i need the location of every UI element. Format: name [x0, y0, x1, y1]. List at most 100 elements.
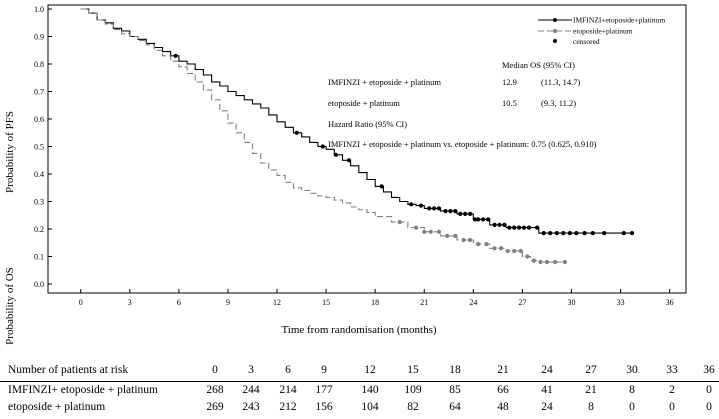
censor-marker	[521, 225, 527, 230]
censor-marker	[553, 259, 558, 265]
risk-count: 48	[497, 401, 509, 413]
risk-time: 12	[364, 364, 376, 376]
censor-marker	[436, 206, 442, 211]
series-line-ep	[80, 8, 565, 263]
risk-count: 21	[585, 384, 597, 396]
risk-count: 0	[706, 384, 712, 396]
median-header: Median OS (95% CI)	[502, 60, 575, 70]
censor-marker	[499, 246, 504, 251]
risk-time: 15	[407, 364, 419, 376]
hazard-ratio-text: IMFINZI + etoposide + platinum vs. etopo…	[328, 139, 597, 149]
censor-marker	[629, 231, 635, 236]
risk-row-imfinzi: IMFINZI+ etoposide + platinum 268 244 21…	[0, 384, 719, 402]
risk-time: 36	[703, 364, 715, 376]
censor-marker	[461, 237, 466, 243]
censor-marker	[554, 231, 559, 236]
median-row-ep-label: etoposide + platinum	[328, 98, 400, 108]
censor-marker	[468, 211, 473, 216]
censor-marker	[453, 233, 458, 238]
hazard-ratio-header: Hazard Ratio (95% CI)	[328, 119, 407, 129]
x-tick-label: 15	[322, 298, 330, 307]
censor-marker	[535, 225, 540, 230]
censor-marker	[397, 220, 402, 225]
censor-marker	[472, 217, 478, 222]
y-tick-label: 0.0	[34, 280, 44, 289]
risk-count: 156	[315, 401, 333, 413]
legend-label-imfinzi: IMFINZI+etoposide+platinum	[573, 16, 665, 25]
censor-marker	[507, 225, 512, 230]
risk-time: 18	[449, 364, 461, 376]
x-tick-label: 6	[177, 298, 181, 307]
risk-count: 243	[242, 401, 260, 413]
risk-count: 24	[541, 401, 553, 413]
censor-marker	[476, 242, 481, 247]
risk-count: 2	[669, 384, 675, 396]
risk-row-label: IMFINZI+ etoposide + platinum	[8, 384, 158, 396]
legend-label-ep: etoposide+platinum	[573, 27, 633, 36]
risk-count: 41	[541, 384, 553, 396]
x-tick-label: 0	[79, 298, 83, 307]
legend-marker-censored	[553, 39, 557, 43]
censor-marker	[320, 144, 325, 149]
y-tick-label: 0.1	[34, 253, 44, 262]
censor-marker	[512, 248, 517, 254]
y-tick-label: 0.2	[34, 225, 44, 234]
censor-marker	[379, 184, 384, 189]
censor-marker	[436, 229, 442, 234]
legend-marker-ep	[553, 29, 557, 33]
censor-marker	[422, 229, 427, 234]
risk-count: 8	[588, 401, 594, 413]
x-tick-label: 27	[518, 298, 526, 307]
censor-marker	[432, 206, 437, 211]
risk-count: 82	[407, 401, 419, 413]
survival-curves	[80, 8, 632, 263]
censor-marker	[414, 225, 419, 230]
censor-marker	[602, 231, 607, 236]
risk-row-label: etoposide + platinum	[8, 401, 106, 413]
censor-marker	[428, 229, 433, 234]
censor-marker	[518, 248, 523, 254]
censor-marker	[544, 259, 550, 265]
x-tick-label: 24	[469, 298, 477, 307]
censor-marker	[582, 231, 587, 236]
censor-marker	[333, 152, 338, 157]
y-tick-label: 0.7	[34, 88, 44, 97]
x-tick-label: 12	[273, 298, 281, 307]
risk-time: 30	[626, 364, 638, 376]
risk-count: 8	[629, 384, 635, 396]
censor-marker	[561, 231, 566, 236]
risk-count: 140	[361, 384, 379, 396]
median-row-imfinzi-label: IMFINZI + etoposide + platinum	[328, 77, 441, 87]
legend: IMFINZI+etoposide+platinum etoposide+pla…	[538, 16, 665, 46]
risk-count: 269	[206, 401, 224, 413]
censor-markers	[173, 53, 635, 265]
censor-marker	[463, 211, 468, 216]
risk-count: 268	[206, 384, 224, 396]
y-tick-label: 0.9	[34, 33, 44, 42]
median-row-imfinzi-value: 12.9	[502, 77, 517, 87]
risk-count: 109	[404, 384, 422, 396]
censor-marker	[458, 211, 463, 216]
median-row-imfinzi-ci: (11.3, 14.7)	[541, 77, 581, 87]
x-axis: 0 3 6 9 12 15 18 21 24 27 30 33 36	[79, 289, 674, 307]
censor-marker	[445, 233, 450, 238]
y-tick-label: 0.5	[34, 143, 44, 152]
risk-time: 27	[585, 364, 597, 376]
y-axis: 0.0 0.1 0.2 0.3 0.4 0.5 0.6 0.7 0.8 0.9 1.0	[34, 5, 52, 289]
y-axis-title-os: Probability of OS	[4, 267, 16, 345]
censor-marker	[505, 248, 510, 254]
censor-marker	[481, 217, 486, 222]
censor-marker	[453, 209, 458, 214]
censor-marker	[517, 225, 522, 230]
x-tick-label: 18	[371, 298, 379, 307]
risk-table-title: Number of patients at risk	[8, 364, 129, 376]
censor-marker	[427, 206, 432, 211]
censor-marker	[173, 53, 178, 58]
y-tick-label: 0.3	[34, 198, 44, 207]
y-tick-label: 0.4	[34, 170, 44, 179]
risk-count: 104	[361, 401, 379, 413]
x-tick-label: 33	[617, 298, 625, 307]
legend-marker-imfinzi	[553, 18, 557, 22]
risk-time: 21	[497, 364, 509, 376]
censor-marker	[492, 222, 497, 227]
